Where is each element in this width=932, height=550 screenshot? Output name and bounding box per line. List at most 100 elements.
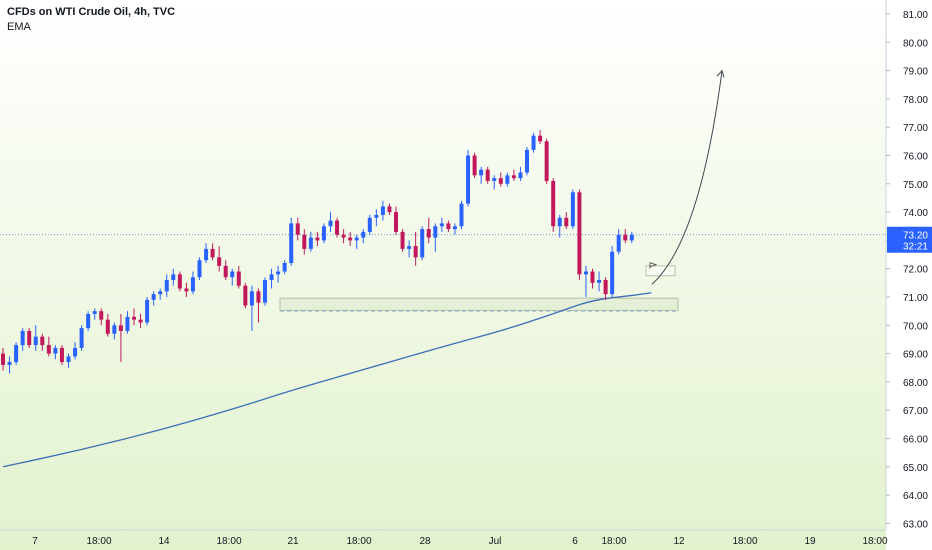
candle-body xyxy=(354,237,359,241)
candle-body xyxy=(230,271,235,278)
price-axis-background xyxy=(886,0,932,550)
candle-body xyxy=(603,280,608,295)
candle-body xyxy=(177,274,182,289)
flag-icon xyxy=(649,262,658,269)
time-tick-label: 6 xyxy=(572,536,578,547)
ema-path xyxy=(2,292,652,468)
candle-body xyxy=(302,234,307,249)
candle-body xyxy=(236,271,241,286)
candle-body xyxy=(138,319,143,323)
time-tick-label: 19 xyxy=(804,536,816,547)
candle-body xyxy=(629,234,634,241)
candle-body xyxy=(249,291,254,306)
time-tick-label: 12 xyxy=(673,536,685,547)
candle-body xyxy=(610,251,615,295)
support-zone-box xyxy=(279,297,679,311)
candle-body xyxy=(204,248,209,261)
candle-body xyxy=(531,135,536,150)
candle-body xyxy=(446,223,451,230)
candle-body xyxy=(439,223,444,227)
candle-body xyxy=(118,325,123,331)
candle-body xyxy=(335,220,340,235)
candle-body xyxy=(623,234,628,241)
candle-body xyxy=(145,299,150,323)
time-axis[interactable]: 7 18:00 14 18:00 21 18:00 28 Jul 6 18:00 12 18:00 19… xyxy=(32,536,888,547)
candle-body xyxy=(570,192,575,227)
candle-body xyxy=(263,280,267,303)
candle-body xyxy=(14,345,19,363)
indicator-label[interactable]: EMA xyxy=(7,21,31,33)
candle-body xyxy=(459,203,464,227)
candle-body xyxy=(151,294,156,300)
candle-body xyxy=(276,271,281,275)
candle-body xyxy=(387,206,392,213)
candle-body xyxy=(400,231,405,249)
candle-body xyxy=(66,356,71,363)
candle-body xyxy=(361,231,366,238)
time-tick-label: 18:00 xyxy=(601,536,626,547)
price-tick-label: 65.00 xyxy=(903,463,928,474)
candle-body xyxy=(289,223,294,264)
candle-body xyxy=(158,291,163,295)
candle-body xyxy=(518,172,523,179)
candle-body xyxy=(46,345,51,354)
candle-body xyxy=(7,362,12,365)
candle-body xyxy=(308,237,313,249)
candle-body xyxy=(498,178,503,184)
time-tick-label: 18:00 xyxy=(86,536,111,547)
candle-body xyxy=(485,169,490,181)
candle-body xyxy=(616,234,621,252)
time-tick-label: 7 xyxy=(32,536,38,547)
candle-body xyxy=(597,280,602,283)
time-tick-label: 14 xyxy=(158,536,170,547)
time-tick-label: Jul xyxy=(489,536,502,547)
symbol-title[interactable]: CFDs on WTI Crude Oil, 4h, TVC xyxy=(7,6,176,18)
price-tick-label: 68.00 xyxy=(903,378,928,389)
candle-body xyxy=(20,330,25,346)
candle-body xyxy=(557,217,562,227)
candle-body xyxy=(33,336,38,346)
candle-body xyxy=(413,246,418,258)
candle-body xyxy=(525,149,529,173)
price-tick-label: 66.00 xyxy=(903,435,928,446)
price-tick-label: 80.00 xyxy=(903,38,928,49)
candle-body xyxy=(374,214,379,218)
candle-body xyxy=(40,336,45,346)
price-tick-label: 74.00 xyxy=(903,208,928,219)
time-tick-label: 18:00 xyxy=(862,536,887,547)
candle-body xyxy=(577,192,582,275)
price-tick-label: 63.00 xyxy=(903,519,928,530)
candle-body xyxy=(256,291,261,303)
candle-body xyxy=(479,169,484,176)
candle-body xyxy=(282,263,287,272)
price-axis[interactable]: 81.00 80.00 79.00 78.00 77.00 76.00 75.00 74.00… xyxy=(886,10,928,530)
candle-body xyxy=(426,229,431,238)
candle-body xyxy=(73,347,78,357)
candle-body xyxy=(184,288,189,292)
price-tick-label: 69.00 xyxy=(903,350,928,361)
candle-body xyxy=(295,223,300,235)
candle-body xyxy=(472,155,477,176)
price-tick-label: 75.00 xyxy=(903,180,928,191)
price-tick-label: 71.00 xyxy=(903,293,928,304)
price-tick-label: 70.00 xyxy=(903,321,928,332)
price-tag-value: 73.20 xyxy=(903,231,928,242)
candle-body xyxy=(420,229,425,258)
candle-body xyxy=(210,248,215,258)
candle-body xyxy=(505,175,510,184)
chart-background xyxy=(0,0,886,550)
candle-body xyxy=(171,274,176,281)
forecast-arrow-head xyxy=(716,69,725,78)
forecast-arrow xyxy=(651,69,725,285)
candle-body xyxy=(466,155,471,204)
candle-body xyxy=(328,220,333,227)
support-zones xyxy=(279,262,679,312)
candle-body xyxy=(99,311,104,320)
ema-line xyxy=(2,292,652,468)
candle-body xyxy=(79,328,84,348)
price-tick-label: 79.00 xyxy=(903,67,928,78)
candle-body xyxy=(452,226,457,230)
candle-body xyxy=(538,135,543,142)
